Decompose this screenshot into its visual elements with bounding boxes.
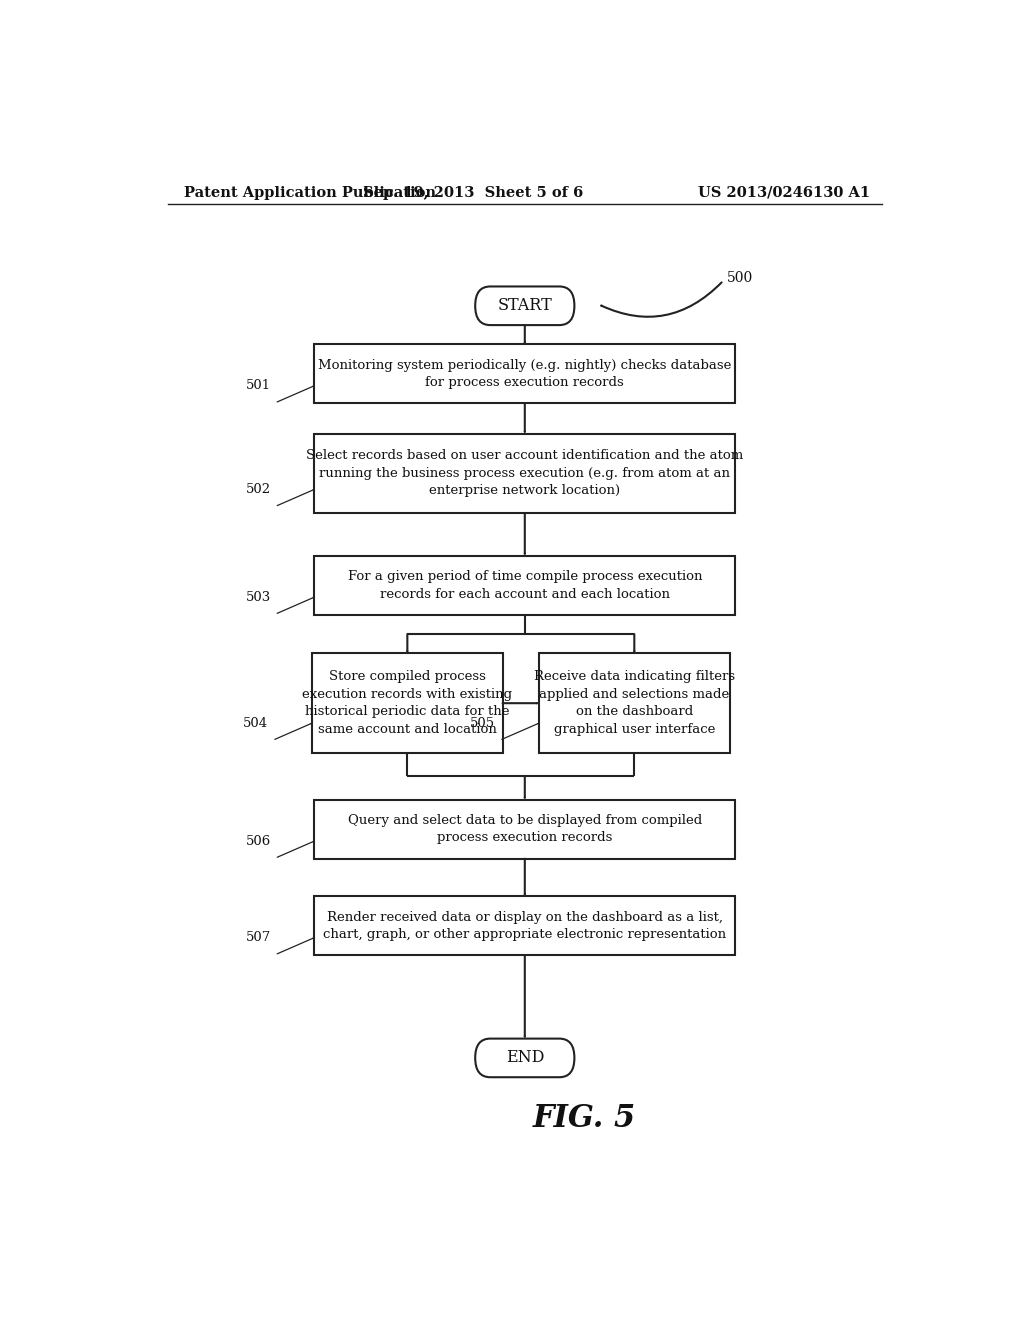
Text: FIG. 5: FIG. 5 [532,1104,636,1134]
Bar [539,653,729,752]
Text: US 2013/0246130 A1: US 2013/0246130 A1 [698,186,870,199]
Text: 500: 500 [727,272,754,285]
FancyBboxPatch shape [475,286,574,325]
Text: START: START [498,297,552,314]
Text: 505: 505 [470,717,496,730]
Text: Monitoring system periodically (e.g. nightly) checks database
for process execut: Monitoring system periodically (e.g. nig… [318,359,731,389]
Text: Render received data or display on the dashboard as a list,
chart, graph, or oth: Render received data or display on the d… [324,911,726,941]
Text: Receive data indicating filters
applied and selections made
on the dashboard
gra: Receive data indicating filters applied … [534,671,735,737]
Bar [314,556,735,615]
Text: Store compiled process
execution records with existing
historical periodic data : Store compiled process execution records… [302,671,512,737]
Bar [314,800,735,859]
Text: Query and select data to be displayed from compiled
process execution records: Query and select data to be displayed fr… [348,814,701,845]
Text: 506: 506 [246,834,270,847]
Text: 502: 502 [246,483,270,496]
Bar [312,653,503,752]
Text: Patent Application Publication: Patent Application Publication [183,186,435,199]
Bar [314,345,735,404]
Bar [314,896,735,956]
Text: 503: 503 [246,590,270,603]
Text: 507: 507 [246,931,270,944]
FancyBboxPatch shape [475,1039,574,1077]
Text: Sep. 19, 2013  Sheet 5 of 6: Sep. 19, 2013 Sheet 5 of 6 [364,186,584,199]
Text: END: END [506,1049,544,1067]
Text: 504: 504 [244,717,268,730]
Bar [314,434,735,513]
Text: For a given period of time compile process execution
records for each account an: For a given period of time compile proce… [347,570,702,601]
Text: Select records based on user account identification and the atom
running the bus: Select records based on user account ide… [306,450,743,498]
Text: 501: 501 [246,379,270,392]
